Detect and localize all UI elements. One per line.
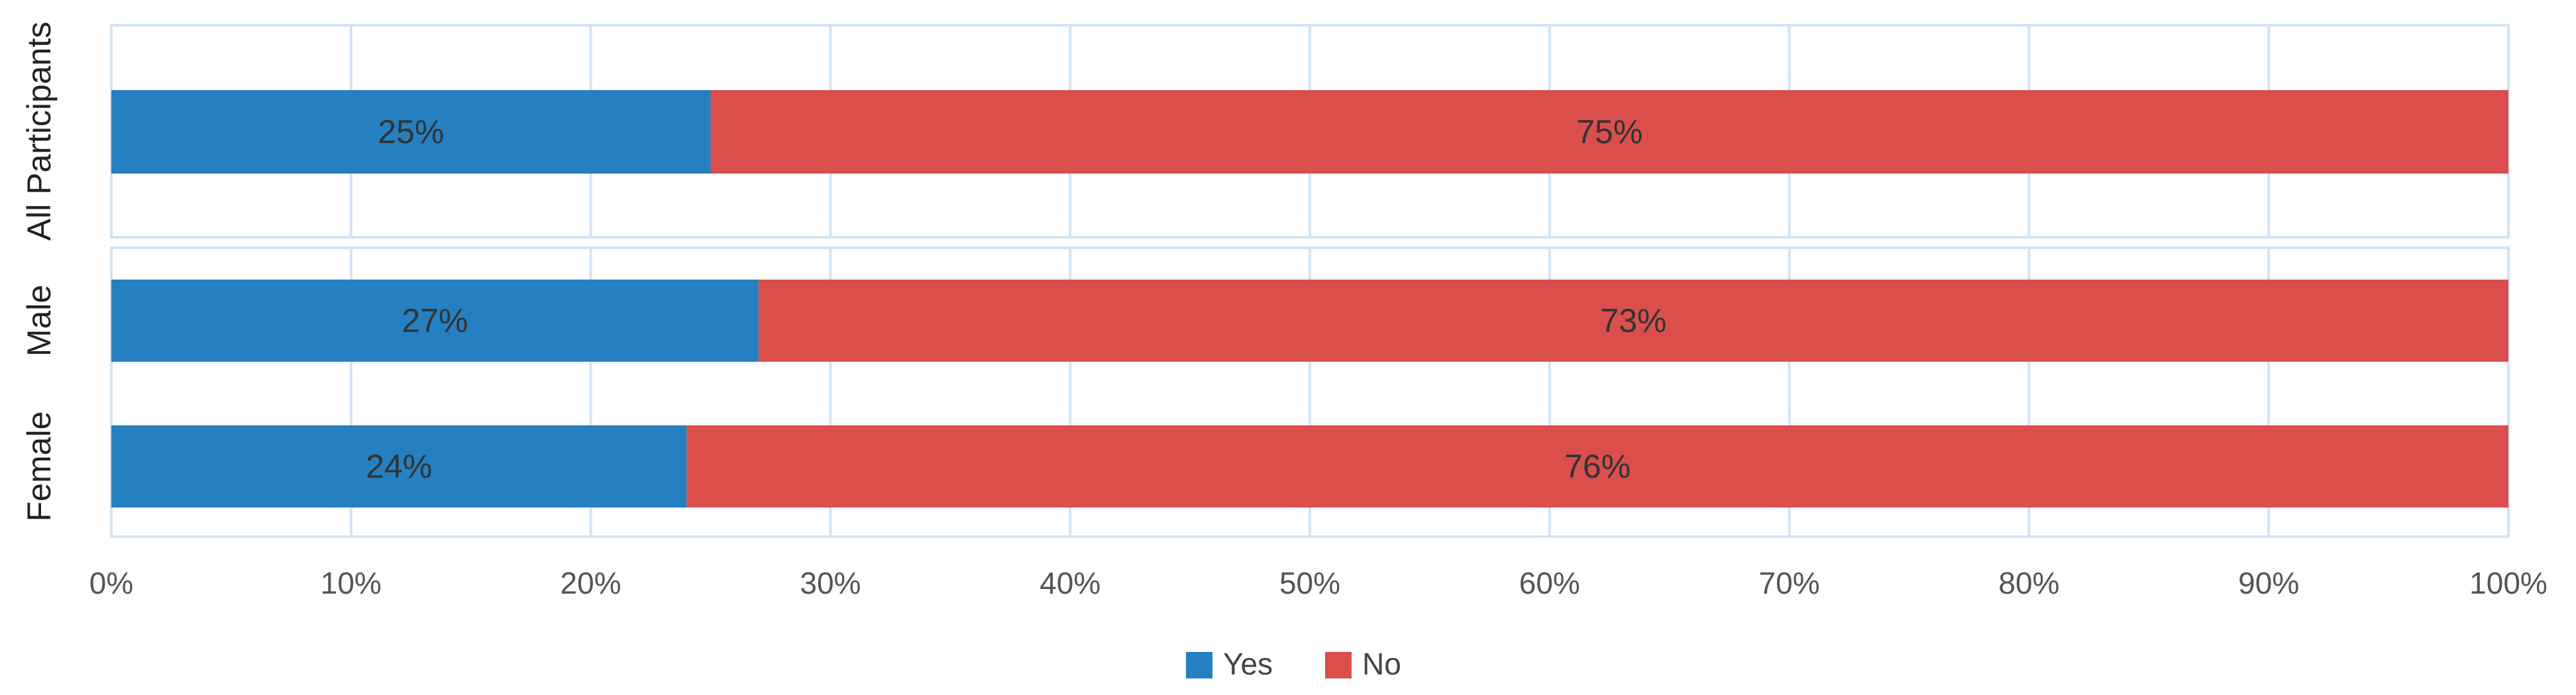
bar-no-male xyxy=(758,280,2509,362)
panel-frame-2 xyxy=(110,246,2510,538)
data-label-yes-all-participants: 25% xyxy=(378,113,444,150)
x-tick-label-10: 10% xyxy=(321,566,382,600)
x-tick-label-100: 100% xyxy=(2469,566,2548,600)
category-label-layer: All Participants Male Female xyxy=(21,22,58,522)
x-tick-label-30: 30% xyxy=(800,566,861,600)
x-tick-label-80: 80% xyxy=(1998,566,2059,600)
bar-yes-female xyxy=(111,425,687,508)
x-tick-label-90: 90% xyxy=(2238,566,2299,600)
data-label-no-female: 76% xyxy=(1564,448,1631,485)
legend-swatch-no xyxy=(1325,652,1352,678)
legend: Yes No xyxy=(1186,647,1401,681)
data-label-no-all-participants: 75% xyxy=(1576,113,1642,150)
bar-layer: 25% 75% 27% 73% 24% 76% xyxy=(111,90,2509,508)
legend-label-yes: Yes xyxy=(1223,647,1273,681)
bar-yes-male xyxy=(111,280,759,362)
x-tick-label-20: 20% xyxy=(561,566,621,600)
x-tick-label-60: 60% xyxy=(1519,566,1580,600)
legend-swatch-yes xyxy=(1186,652,1212,678)
category-label-all-participants: All Participants xyxy=(21,22,58,241)
x-axis-tick-layer: 0% 10% 20% 30% 40% 50% 60% 70% 80% 90% 100% xyxy=(89,566,2548,600)
data-label-yes-female: 24% xyxy=(366,448,432,485)
data-label-no-male: 73% xyxy=(1600,302,1666,339)
category-label-female: Female xyxy=(21,411,58,522)
bar-yes-all-participants xyxy=(111,90,711,174)
bar-no-all-participants xyxy=(710,90,2508,174)
category-label-male: Male xyxy=(21,285,58,356)
x-tick-label-0: 0% xyxy=(89,566,133,600)
legend-label-no: No xyxy=(1362,647,1401,681)
x-tick-label-50: 50% xyxy=(1279,566,1340,600)
x-tick-label-70: 70% xyxy=(1759,566,1820,600)
data-label-yes-male: 27% xyxy=(402,302,468,339)
bar-no-female xyxy=(686,425,2509,508)
x-tick-label-40: 40% xyxy=(1040,566,1100,600)
